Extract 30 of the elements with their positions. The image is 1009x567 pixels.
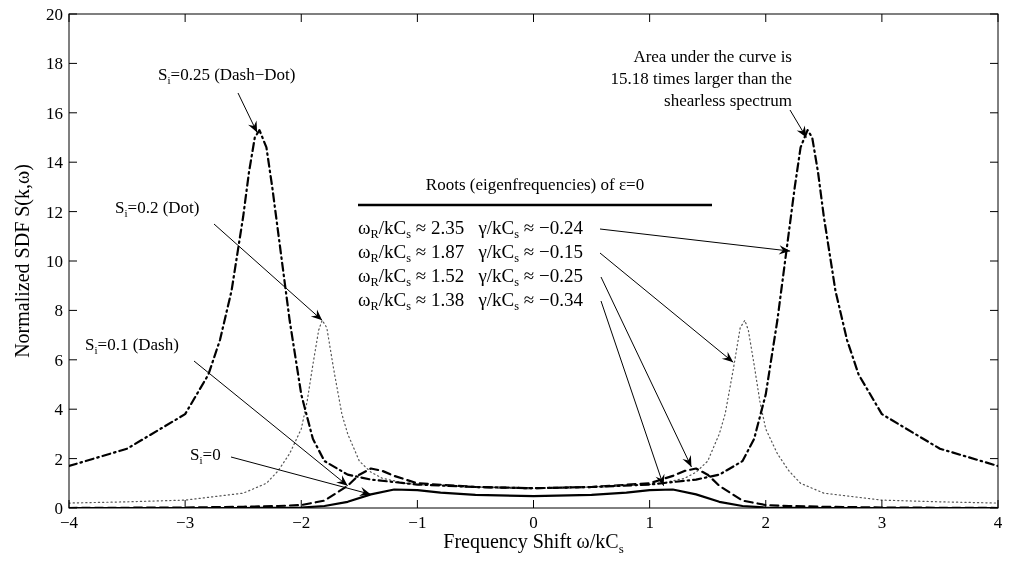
y-tick-label: 10 bbox=[46, 252, 63, 271]
annotation: Area under the curve is 15.18 times larger than the shearless spectrum bbox=[610, 47, 792, 110]
x-tick-label: −1 bbox=[408, 513, 427, 532]
y-tick-label: 2 bbox=[54, 449, 63, 469]
y-tick-label: 16 bbox=[46, 103, 63, 123]
x-axis-title: Frequency Shift ω/kC$_{s}$ bbox=[443, 530, 624, 556]
x-tick-label: 1 bbox=[645, 513, 654, 532]
annotation: Roots (eigenfrequencies) of ε=0 bbox=[425, 175, 645, 194]
annotation: S$_{i}$=0 bbox=[190, 445, 221, 466]
y-tick-label: 12 bbox=[46, 202, 63, 222]
y-tick-label: 6 bbox=[54, 350, 63, 370]
annotation: ω$_{R}$/kC$_{s}$ ≈ 2.35 γ/kC$_{s}$ ≈ −0.24 bbox=[358, 217, 584, 242]
annotation: S$_{i}$=0.25 (Dash−Dot) bbox=[158, 65, 296, 86]
y-tick-label: 20 bbox=[46, 5, 63, 24]
y-tick-label: 4 bbox=[54, 400, 64, 420]
annotation: S$_{i}$=0.1 (Dash) bbox=[85, 335, 179, 356]
annotation: ω$_{R}$/kC$_{s}$ ≈ 1.87 γ/kC$_{s}$ ≈ −0.15 bbox=[358, 241, 584, 266]
y-tick-label: 14 bbox=[46, 153, 64, 173]
x-tick-label: 2 bbox=[761, 513, 770, 532]
annotation: ω$_{R}$/kC$_{s}$ ≈ 1.38 γ/kC$_{s}$ ≈ −0.34 bbox=[358, 289, 584, 314]
annotation: S$_{i}$=0.2 (Dot) bbox=[115, 198, 200, 219]
annotation: ω$_{R}$/kC$_{s}$ ≈ 1.52 γ/kC$_{s}$ ≈ −0.25 bbox=[358, 265, 584, 290]
x-tick-label: 3 bbox=[877, 513, 887, 532]
y-tick-label: 18 bbox=[46, 54, 63, 74]
y-tick-label: 8 bbox=[54, 301, 63, 321]
x-tick-label: 0 bbox=[529, 513, 538, 532]
x-tick-label: −3 bbox=[176, 513, 195, 532]
y-axis-title: Normalized SDF S(k,ω) bbox=[11, 164, 34, 358]
x-tick-label: −2 bbox=[292, 513, 311, 532]
x-tick-label: 4 bbox=[993, 513, 1003, 532]
